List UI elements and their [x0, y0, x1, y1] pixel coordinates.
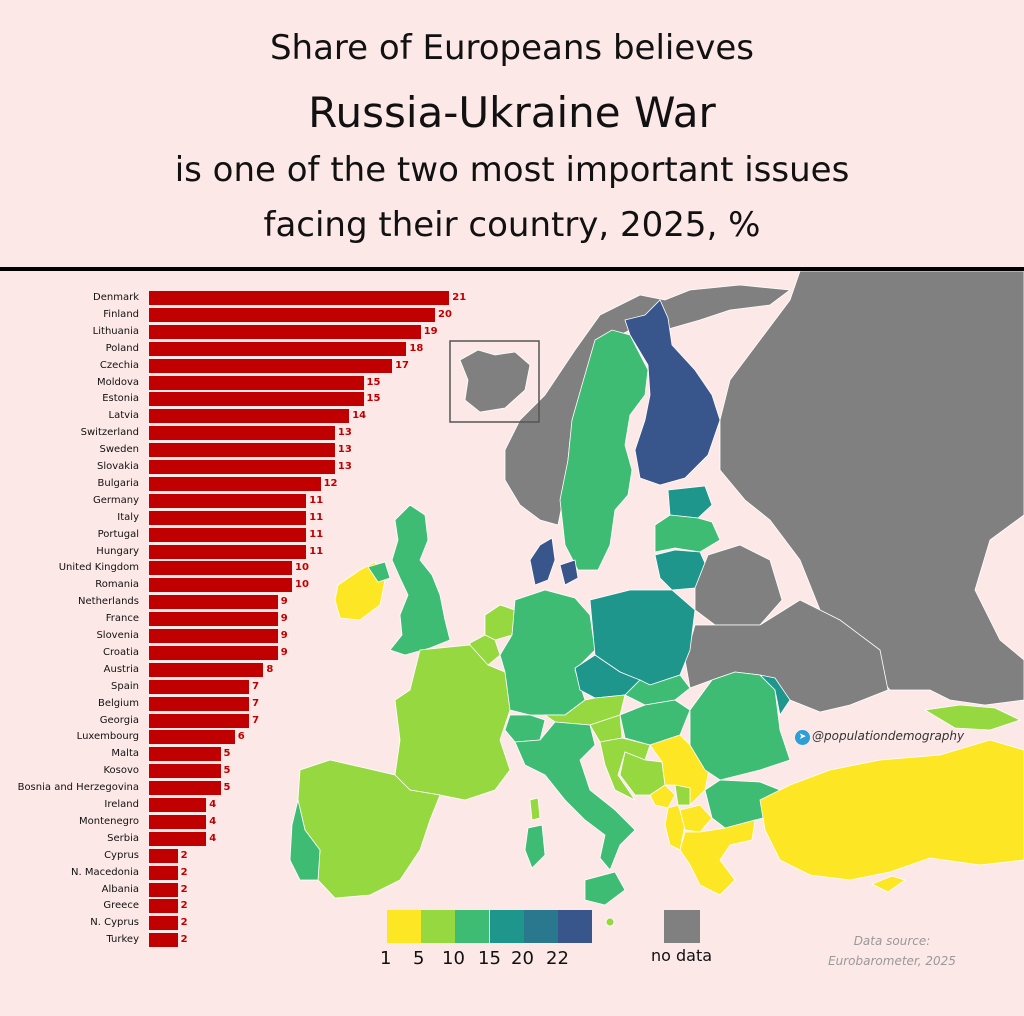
legend-tick-label: 1: [380, 948, 392, 969]
map-region-iceland: [459, 349, 531, 413]
map-region-latvia: [654, 514, 721, 553]
title-line-4: facing their country, 2025, %: [263, 205, 761, 245]
title-block: Share of Europeans believes Russia-Ukrai…: [0, 0, 1024, 268]
legend-tick-label: 10: [442, 948, 465, 969]
legend-tick-label: 5: [413, 948, 425, 969]
no-data-swatch: [664, 910, 700, 943]
map-region-sicily: [584, 871, 626, 906]
legend-swatch: [387, 910, 421, 943]
map-region-montenegro: [649, 784, 676, 809]
map-region-croatia: [599, 737, 651, 802]
map-region-malta: [605, 917, 615, 927]
map-region-finland: [624, 299, 721, 486]
legend-tick-label: 20: [511, 948, 534, 969]
no-data-label: no data: [651, 946, 713, 965]
title-line-1: Share of Europeans believes: [269, 28, 755, 68]
map-region-switzerland: [504, 714, 546, 743]
source-line-2: Eurobarometer, 2025: [828, 954, 956, 968]
legend-tick-label: 15: [478, 948, 501, 969]
map-region-romania: [689, 671, 791, 781]
legend-swatch: [523, 910, 558, 943]
map-region-sardinia: [524, 824, 546, 869]
map-region-netherlands: [484, 604, 516, 641]
title-divider: [0, 267, 1024, 271]
source-line-1: Data source:: [853, 934, 931, 948]
map-region-turkey: [759, 739, 1024, 881]
map-region-russia: [719, 271, 1024, 706]
map-region-ukraine: [684, 599, 889, 713]
map-region-hungary: [619, 699, 691, 746]
map-region-kosovo: [674, 784, 691, 806]
credit-handle: @populationdemography: [812, 729, 965, 743]
map-region-northern-ireland: [367, 561, 391, 583]
map-region-cyprus: [871, 875, 906, 893]
legend-swatch: [455, 910, 490, 943]
map-region-germany: [499, 589, 596, 716]
title-line-3: is one of the two most important issues: [174, 150, 850, 190]
map-region-italy: [514, 721, 636, 871]
map-region-greece: [679, 819, 756, 896]
legend-swatch: [421, 910, 456, 943]
map-region-n-macedonia: [679, 804, 713, 833]
map-region-moldova: [758, 674, 791, 717]
map-region-denmark: [529, 537, 579, 586]
map-region-portugal: [289, 799, 321, 881]
map-region-estonia: [667, 485, 713, 519]
iceland-inset-frame: [449, 340, 540, 423]
map-region-france: [394, 644, 511, 801]
map-region-ireland: [334, 561, 386, 621]
map-region-united-kingdom: [389, 504, 451, 656]
map-region-georgia: [923, 704, 1022, 731]
legend-swatch: [558, 910, 592, 943]
map-region-belarus: [694, 544, 783, 626]
title-line-2: Russia-Ukraine War: [308, 88, 716, 137]
map-region-corsica: [529, 797, 541, 821]
legend-swatch: [489, 910, 524, 943]
europe-map: [289, 271, 1024, 927]
telegram-icon: ➤: [795, 730, 810, 745]
legend-tick-label: 22: [546, 948, 569, 969]
